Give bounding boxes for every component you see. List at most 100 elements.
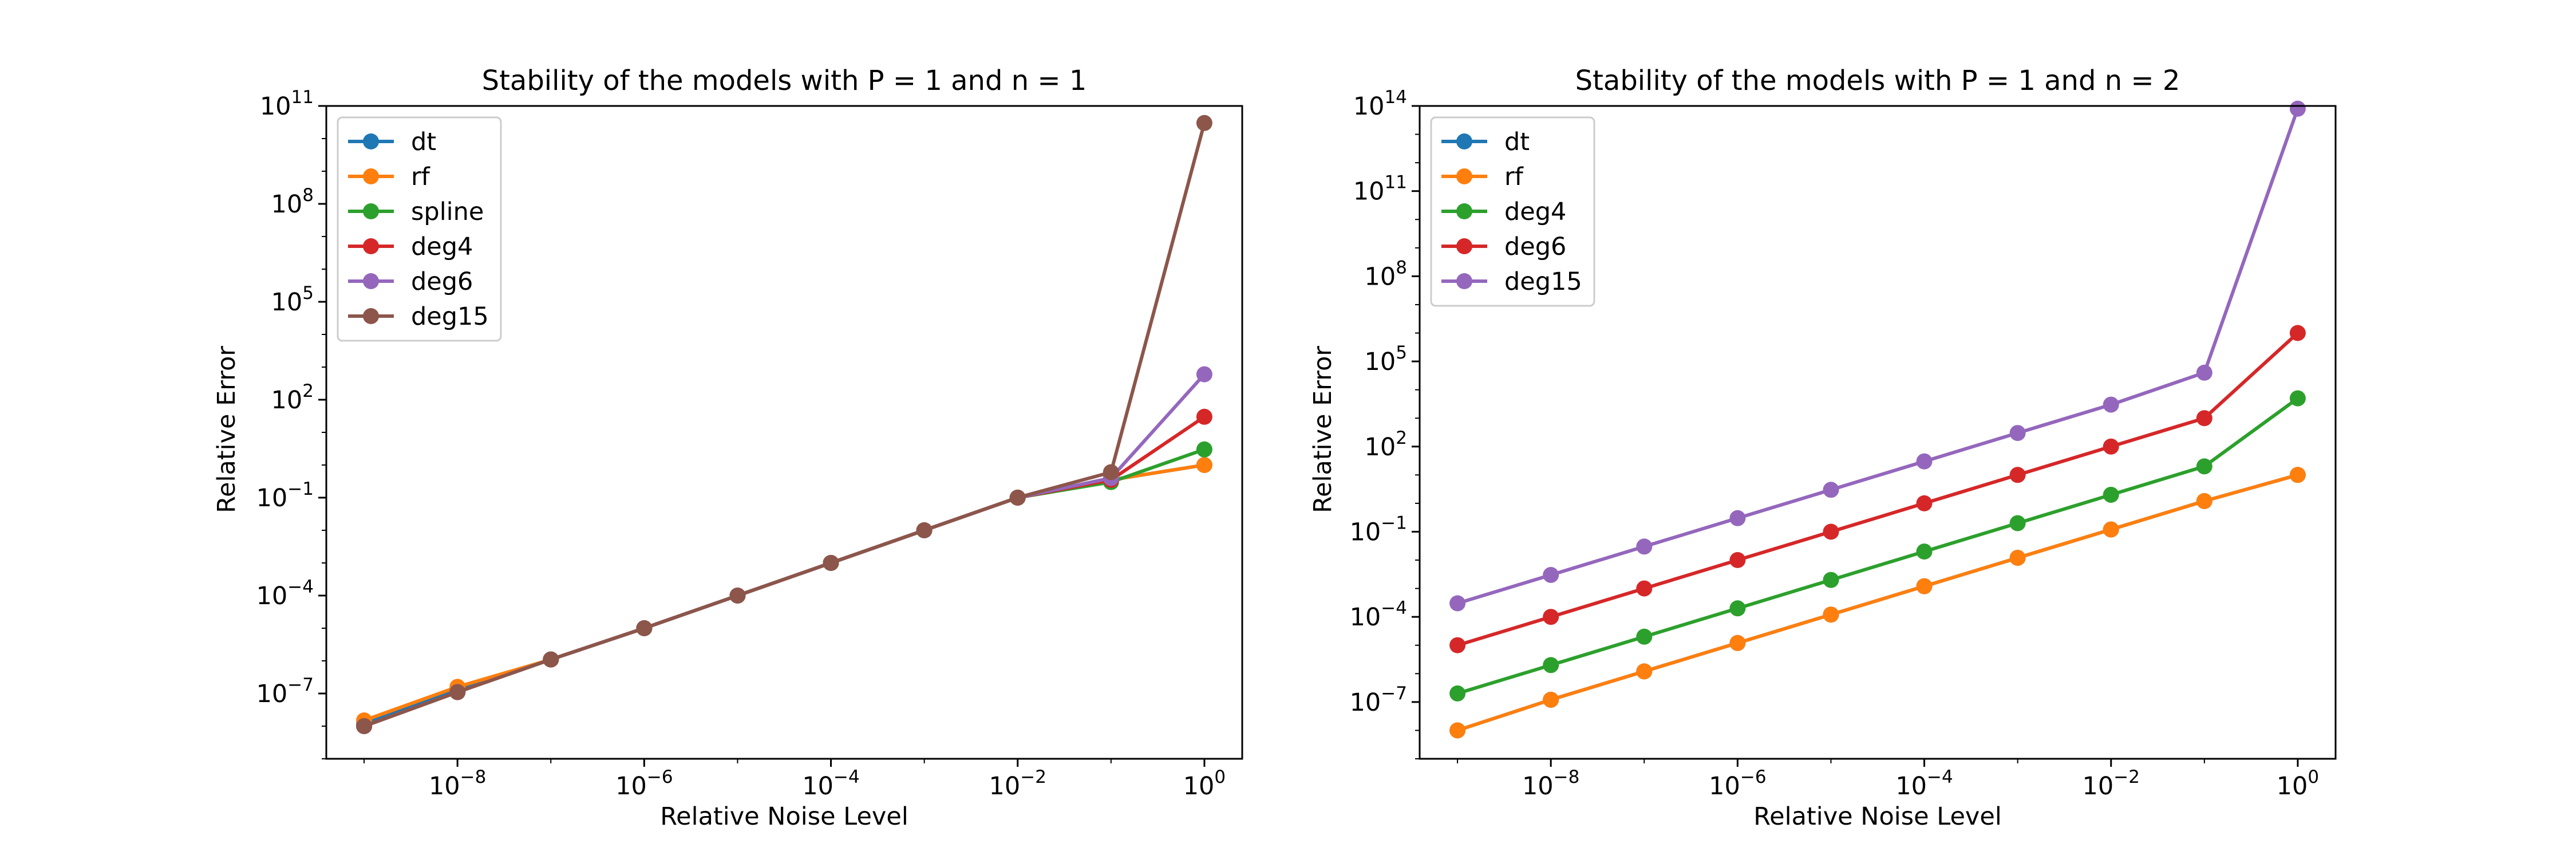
chart-1-point-deg15-5 <box>823 555 839 571</box>
chart-2-point-deg6-6 <box>2009 467 2026 483</box>
chart-1-ytick-label: 10−7 <box>256 675 314 708</box>
chart-2-legend-label-deg4: deg4 <box>1504 198 1566 226</box>
chart-1-series-line-dt <box>364 463 1205 726</box>
chart-2-legend: dt rf deg4 deg6 deg15 <box>1430 116 1595 307</box>
chart-2-series-line-deg4 <box>1457 397 2299 695</box>
chart-2-point-deg4-9 <box>2289 390 2306 407</box>
chart-2-point-deg6-3 <box>1729 552 1746 568</box>
chart-2-point-rf-4 <box>1823 606 1839 623</box>
chart-1-ytick-label: 1011 <box>260 87 314 121</box>
chart-1-point-deg15-0 <box>356 718 373 734</box>
chart-1-xtick-label: 10−2 <box>989 767 1046 801</box>
chart-1-legend-marker-rf <box>363 168 379 184</box>
chart-2-point-deg15-0 <box>1449 595 1466 612</box>
chart-2-point-deg4-7 <box>2103 487 2119 503</box>
chart-2-title: Stability of the models with P = 1 and n… <box>1575 65 2180 97</box>
chart-2-ytick-label: 10−7 <box>1350 683 1407 717</box>
chart-2-point-deg6-9 <box>2289 325 2306 341</box>
chart-2-legend-marker-dt <box>1456 133 1472 149</box>
chart-1-legend: dt rf spline deg4 deg6 deg15 <box>337 116 502 342</box>
chart-2-point-deg15-4 <box>1823 482 1839 498</box>
chart-2-legend-marker-deg6 <box>1456 238 1472 254</box>
chart-1-point-deg15-4 <box>729 588 746 604</box>
chart-1-ylabel: Relative Error <box>212 346 241 513</box>
chart-2-point-deg6-4 <box>1823 523 1839 540</box>
chart-2-xtick-label: 10−2 <box>2083 767 2140 801</box>
chart-2-point-deg6-7 <box>2103 438 2119 455</box>
chart-2-point-rf-9 <box>2289 467 2306 483</box>
chart-2-point-deg15-6 <box>2009 425 2026 442</box>
chart-1-legend-marker-deg4 <box>363 238 379 254</box>
chart-2-point-deg6-1 <box>1543 609 1559 625</box>
chart-1-point-deg15-1 <box>449 684 466 700</box>
chart-2-ytick-label: 1014 <box>1353 87 1407 121</box>
chart-2-xtick-label: 10−4 <box>1895 767 1953 801</box>
chart-1-point-deg6-9 <box>1196 366 1212 383</box>
chart-1-legend-label-rf: rf <box>411 163 430 191</box>
chart-1-point-deg15-3 <box>636 620 653 636</box>
chart-1-xlabel: Relative Noise Level <box>660 802 908 831</box>
chart-2-point-rf-0 <box>1449 722 1466 739</box>
chart-2-legend-label-deg15: deg15 <box>1504 267 1582 296</box>
chart-1-ytick-label: 102 <box>271 381 314 415</box>
chart-1-ytick-label: 10−4 <box>256 577 314 610</box>
chart-2-legend-box <box>1430 116 1595 307</box>
chart-1-legend-label-dt: dt <box>411 128 436 156</box>
chart-1-legend-label-deg4: deg4 <box>411 233 473 261</box>
chart-2-point-deg6-5 <box>1916 495 1933 511</box>
chart-1-legend-label-deg15: deg15 <box>411 302 489 331</box>
chart-2-marks <box>1449 100 2306 739</box>
chart-1-xtick-label: 10−4 <box>802 767 859 801</box>
chart-2-point-deg4-8 <box>2196 458 2212 475</box>
chart-2-point-deg15-5 <box>1916 453 1933 470</box>
chart-2-legend-marker-deg4 <box>1456 203 1472 219</box>
chart-1-xtick-label: 10−6 <box>615 767 673 801</box>
chart-1: Stability of the models with P = 1 and n… <box>212 65 1243 831</box>
chart-2-point-rf-8 <box>2196 493 2212 509</box>
chart-2-point-deg15-7 <box>2103 396 2119 413</box>
chart-2-xtick-label: 10−8 <box>1522 767 1579 801</box>
chart-1-series-line-deg15 <box>364 123 1206 728</box>
chart-1-point-deg15-8 <box>1103 464 1119 480</box>
chart-2-series-line-deg6 <box>1457 332 2299 647</box>
chart-2-xticks: 10−8 10−6 10−4 10−2 100 <box>1457 759 2319 801</box>
chart-2-legend-label-rf: rf <box>1504 163 1524 191</box>
chart-2-point-deg4-0 <box>1449 685 1466 702</box>
chart-1-title: Stability of the models with P = 1 and n… <box>482 65 1087 97</box>
chart-2-ytick-label: 105 <box>1365 342 1407 376</box>
chart-2-point-deg4-5 <box>1916 543 1933 560</box>
chart-2-point-rf-1 <box>1543 691 1559 708</box>
chart-2-point-rf-5 <box>1916 578 1933 594</box>
chart-1-legend-marker-deg6 <box>363 273 379 289</box>
chart-2-point-deg15-9 <box>2289 100 2306 117</box>
chart-1-xticks: 10−8 10−6 10−4 10−2 100 <box>364 759 1226 801</box>
chart-2-ytick-label: 102 <box>1365 428 1407 462</box>
chart-1-ytick-label: 108 <box>271 185 314 219</box>
chart-2-point-deg4-6 <box>2009 515 2026 531</box>
chart-2-series-line-rf <box>1457 473 2298 732</box>
chart-1-point-rf-9 <box>1196 457 1212 473</box>
chart-1-point-deg4-9 <box>1196 408 1212 425</box>
chart-1-point-spline-9 <box>1196 441 1212 458</box>
chart-1-legend-marker-dt <box>363 133 379 149</box>
chart-2-legend-marker-deg15 <box>1456 273 1472 289</box>
chart-1-xtick-label: 10−8 <box>429 767 486 801</box>
chart-1-point-deg15-9 <box>1196 115 1212 131</box>
chart-1-legend-label-spline: spline <box>411 198 484 226</box>
chart-1-point-deg15-2 <box>543 651 559 668</box>
chart-2-point-deg15-1 <box>1543 567 1559 583</box>
chart-1-point-deg15-7 <box>1009 490 1026 506</box>
chart-1-legend-marker-spline <box>363 203 379 219</box>
chart-1-ytick-label: 105 <box>271 283 314 317</box>
chart-2-point-deg15-2 <box>1636 538 1653 555</box>
chart-2-point-rf-3 <box>1729 635 1746 651</box>
chart-2-point-deg6-2 <box>1636 580 1653 597</box>
chart-2-ytick-label: 1011 <box>1353 172 1407 206</box>
chart-2-point-rf-6 <box>2009 550 2026 566</box>
chart-1-point-deg15-6 <box>916 522 933 538</box>
chart-2: Stability of the models with P = 1 and n… <box>1309 65 2337 831</box>
chart-2-xlabel: Relative Noise Level <box>1753 802 2002 831</box>
chart-2-point-deg4-4 <box>1823 572 1839 588</box>
chart-2-series-line-dt <box>1457 473 2298 732</box>
